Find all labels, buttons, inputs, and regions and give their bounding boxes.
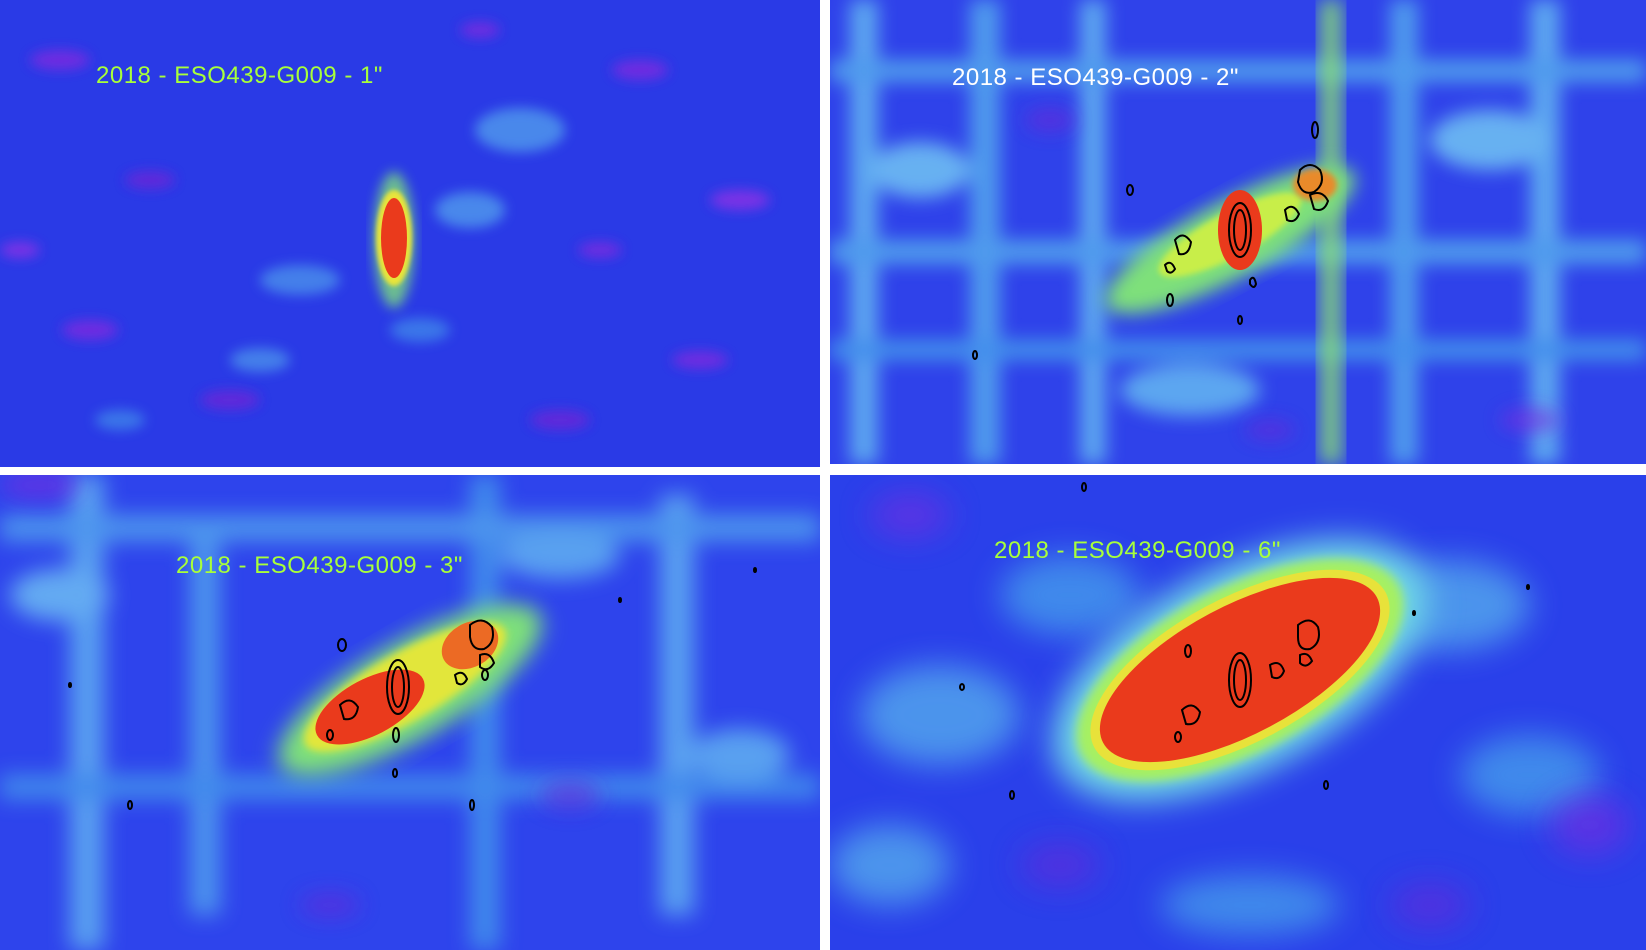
radio-map-image	[830, 475, 1646, 950]
radio-map-panel-2arcsec: 2018 - ESO439-G009 - 2"	[830, 0, 1646, 464]
radio-map-panel-6arcsec: 2018 - ESO439-G009 - 6"	[830, 475, 1646, 950]
contour-overlay	[972, 121, 1330, 360]
panel-title: 2018 - ESO439-G009 - 6"	[994, 537, 1281, 564]
central-source	[1053, 539, 1427, 801]
radio-map-panel-3arcsec: 2018 - ESO439-G009 - 3"	[0, 475, 820, 950]
central-source	[374, 172, 414, 308]
radio-map-image	[830, 0, 1646, 464]
radio-map-panel-1arcsec: 2018 - ESO439-G009 - 1"	[0, 0, 820, 467]
panel-title: 2018 - ESO439-G009 - 1"	[96, 62, 383, 89]
contour-overlay	[68, 567, 757, 811]
panel-title: 2018 - ESO439-G009 - 2"	[952, 64, 1239, 91]
panel-title: 2018 - ESO439-G009 - 3"	[176, 552, 463, 579]
radio-map-image	[0, 0, 820, 467]
radio-map-image	[0, 475, 820, 950]
contour-overlay	[959, 482, 1530, 800]
